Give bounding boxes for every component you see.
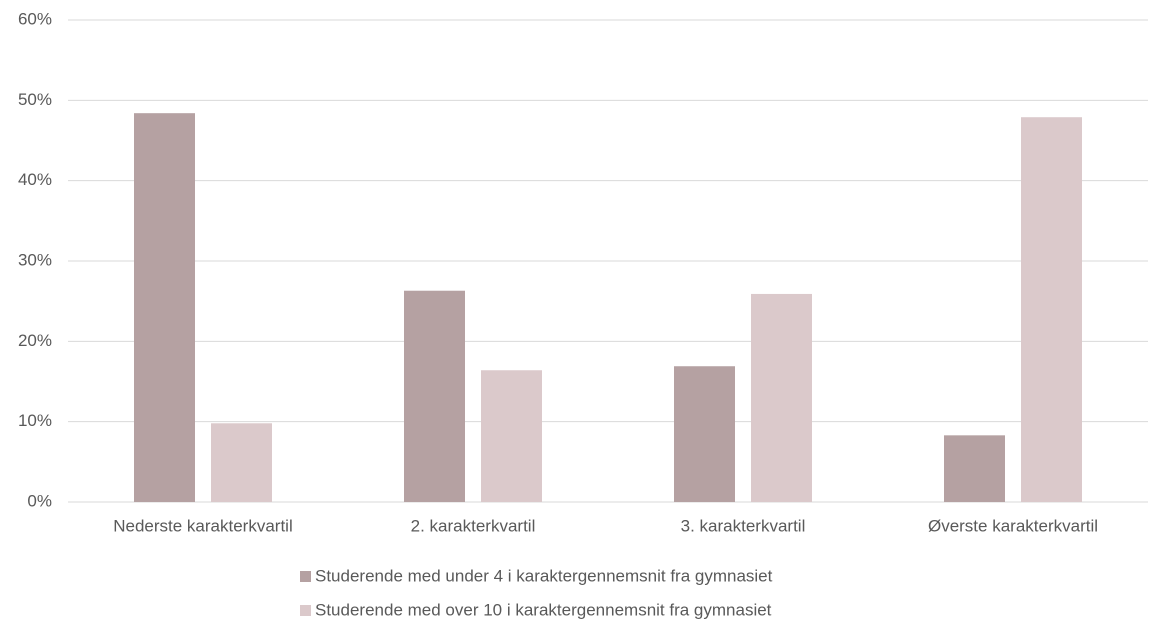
bar (404, 290, 465, 502)
legend-swatch (300, 571, 311, 582)
bar (481, 370, 542, 502)
y-tick-label: 60% (18, 9, 52, 28)
x-tick-label: 2. karakterkvartil (411, 516, 536, 535)
bar (674, 366, 735, 502)
y-tick-label: 0% (27, 491, 52, 510)
bar (134, 113, 195, 502)
x-tick-label: Nederste karakterkvartil (113, 516, 293, 535)
y-tick-label: 50% (18, 90, 52, 109)
bar (211, 423, 272, 502)
y-tick-label: 20% (18, 331, 52, 350)
y-tick-label: 40% (18, 170, 52, 189)
legend-swatch (300, 605, 311, 616)
bar (944, 435, 1005, 502)
x-tick-label: Øverste karakterkvartil (928, 516, 1098, 535)
bar (751, 293, 812, 502)
x-tick-label: 3. karakterkvartil (681, 516, 806, 535)
legend-label: Studerende med over 10 i karaktergennems… (315, 600, 772, 619)
legend-label: Studerende med under 4 i karaktergennems… (315, 566, 773, 585)
y-tick-label: 30% (18, 250, 52, 269)
y-tick-label: 10% (18, 411, 52, 430)
bar (1021, 117, 1082, 502)
